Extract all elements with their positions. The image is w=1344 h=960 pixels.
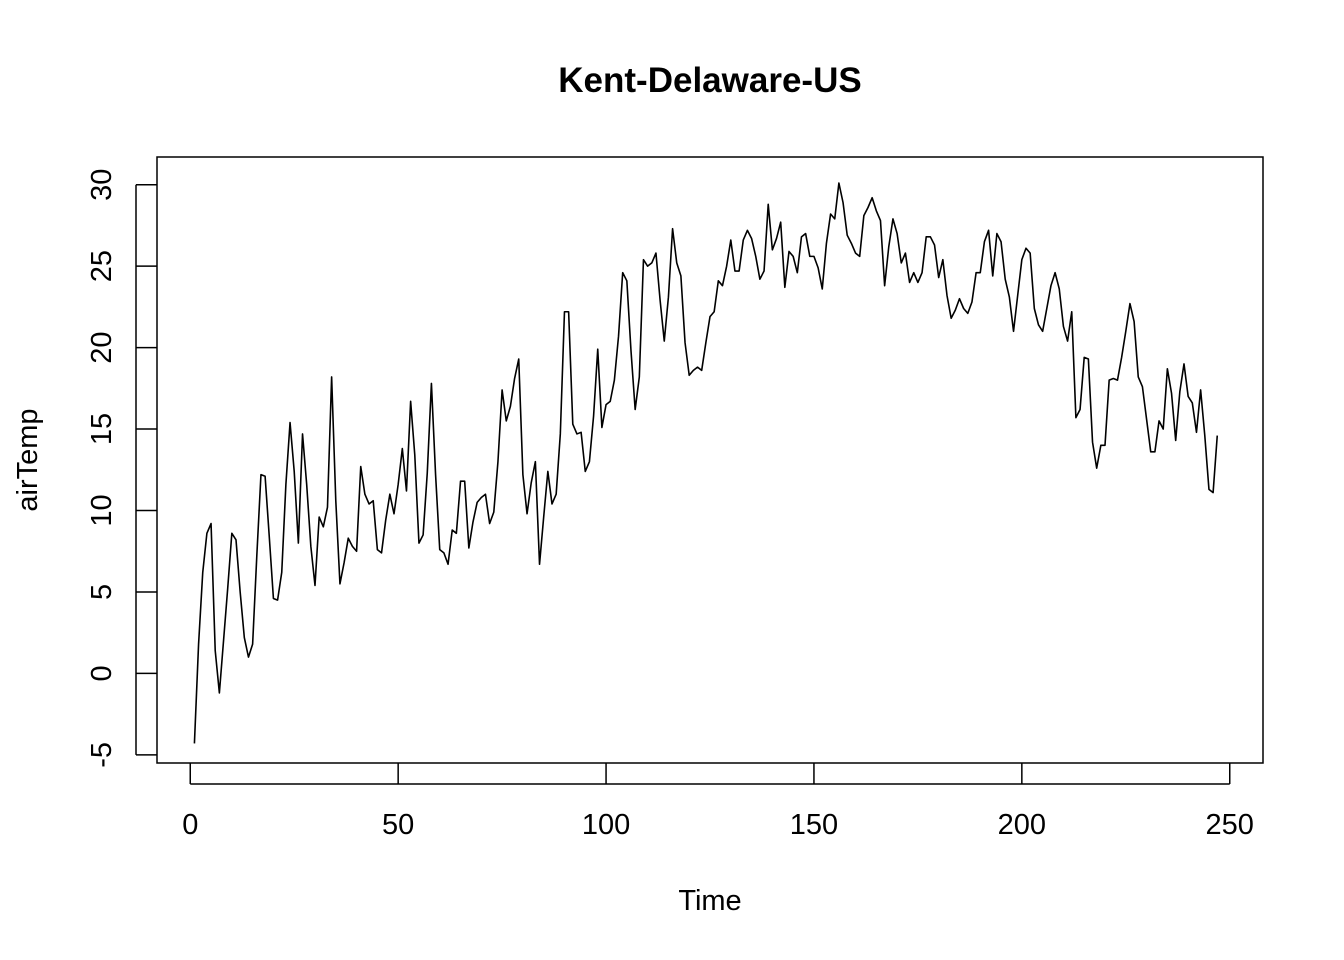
y-axis-label: airTemp [12,408,44,511]
x-axis: 0 50 100 150 200 250 [182,763,1254,841]
chart-title: Kent-Delaware-US [558,61,861,100]
plot-frame [156,156,1264,764]
y-tick-label: 20 [86,331,118,363]
y-tick-label: 30 [86,169,118,201]
series-line [193,182,1219,744]
y-tick-label: 5 [86,584,118,600]
series-layer [193,182,1219,744]
y-tick-label: 0 [86,665,118,681]
y-tick-label: 25 [86,250,118,282]
x-tick-label: 150 [790,809,838,841]
y-tick-label: -5 [86,742,118,768]
y-tick-label: 15 [86,413,118,445]
x-tick-label: 100 [582,809,630,841]
x-tick-label: 200 [998,809,1046,841]
x-tick-label: 250 [1206,809,1254,841]
x-tick-label: 0 [182,809,198,841]
x-axis-label: Time [678,885,741,917]
x-tick-label: 50 [382,809,414,841]
y-tick-label: 10 [86,494,118,526]
y-axis: -5 0 5 10 15 20 25 30 [86,169,157,768]
